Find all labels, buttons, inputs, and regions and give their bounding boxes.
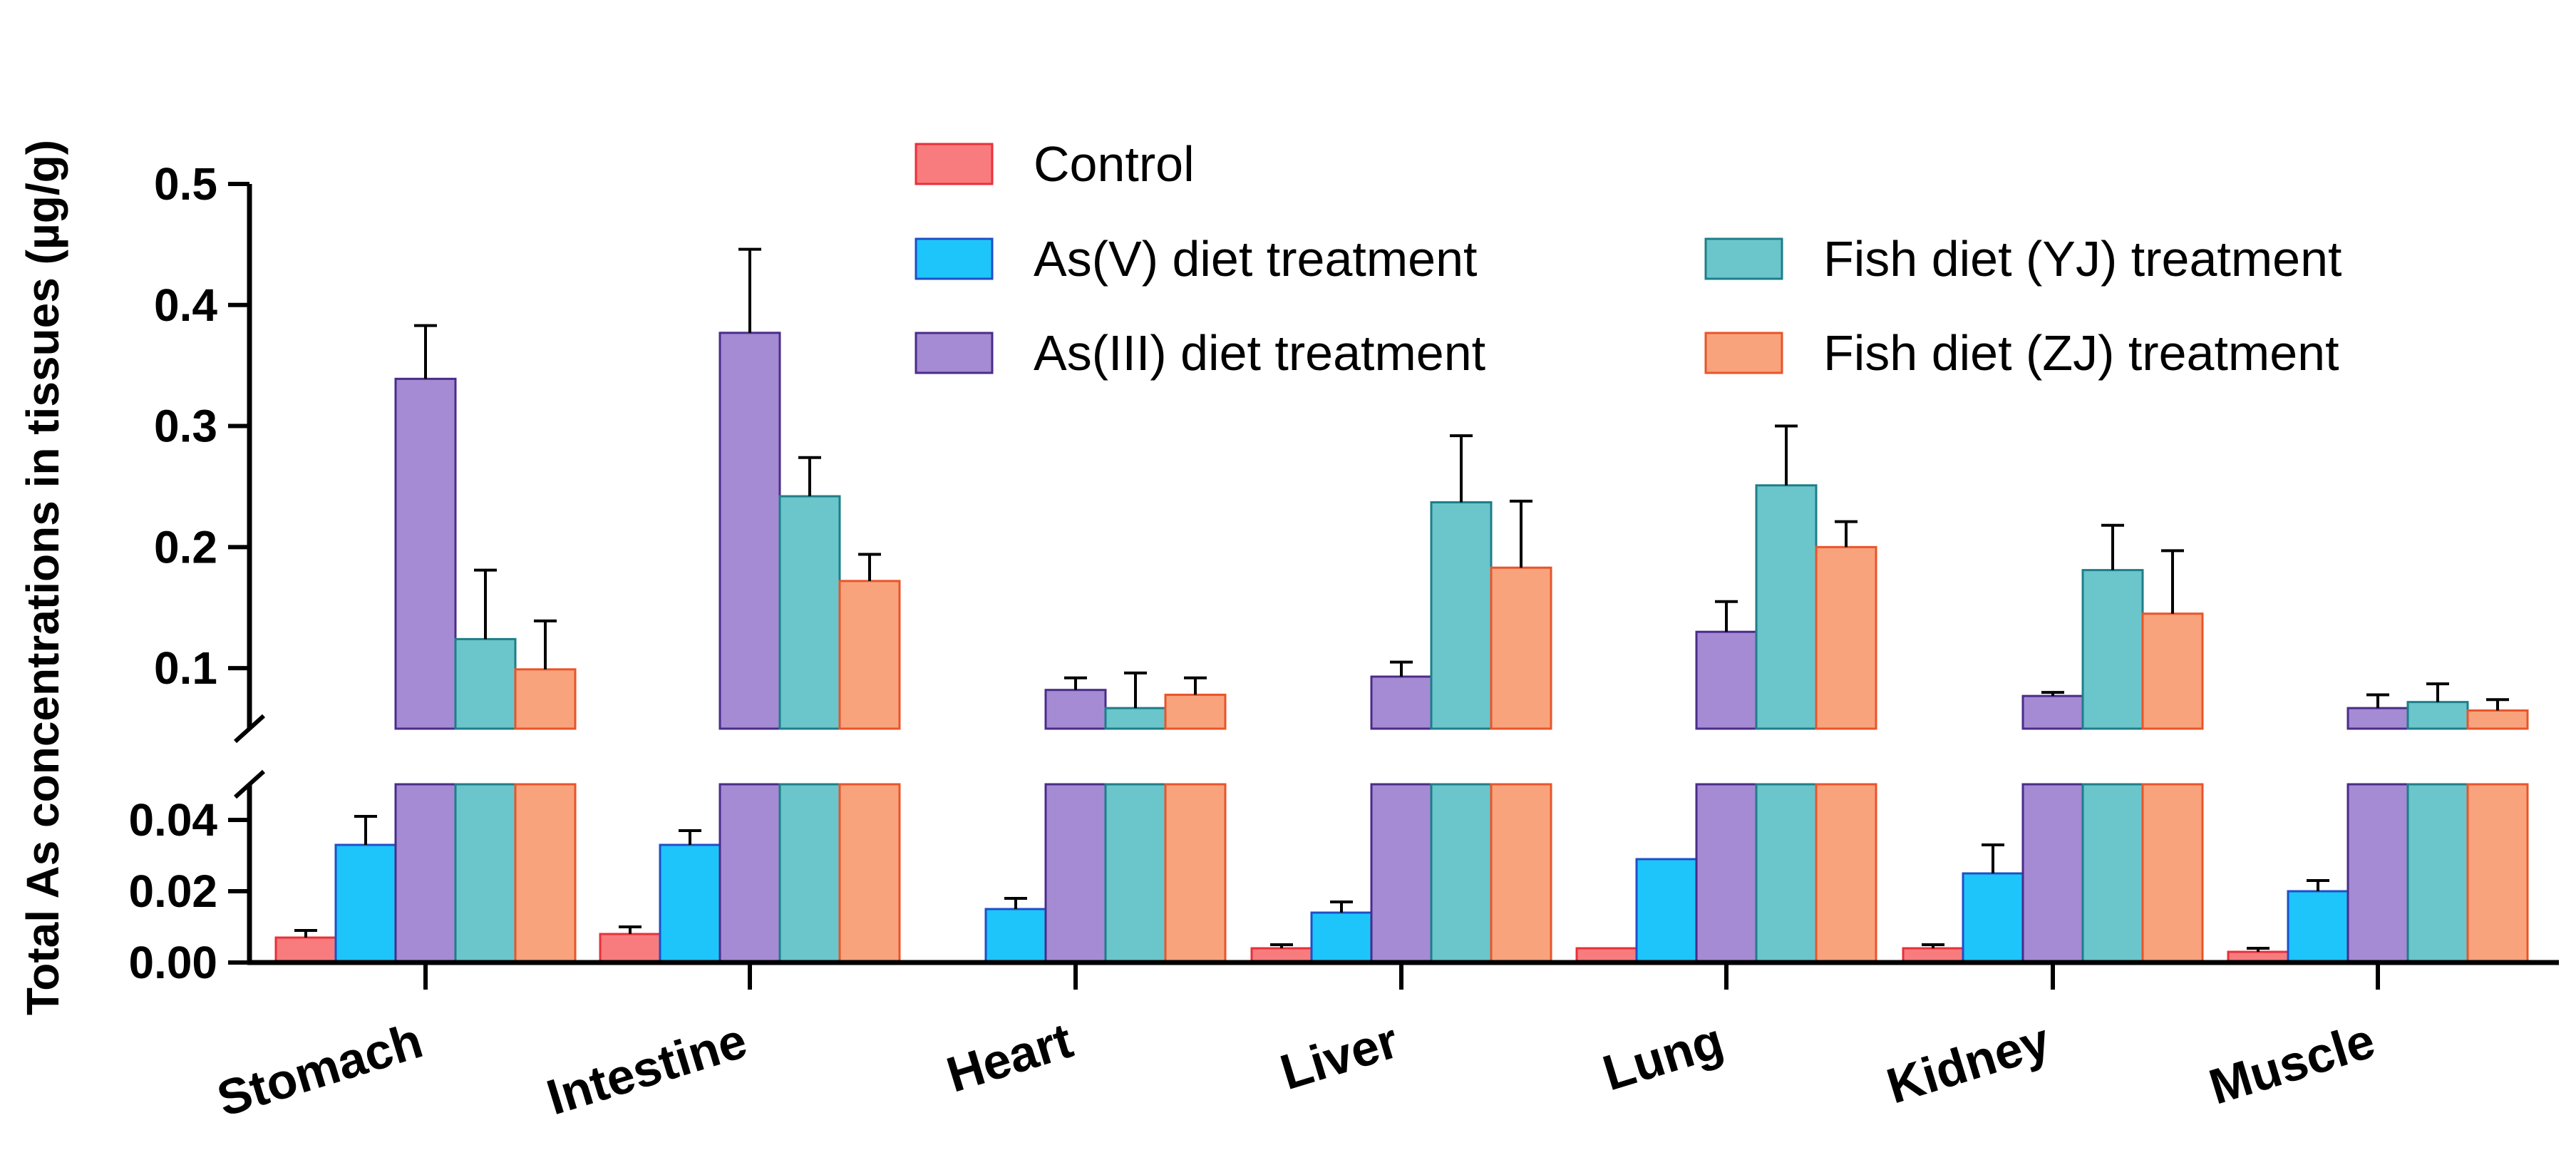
y-tick-label: 0.4: [154, 279, 217, 331]
legend-swatch-3: [1704, 237, 1783, 280]
bar-1-2: [984, 908, 1047, 964]
bar-upper-3-5: [2081, 569, 2144, 730]
legend-label: Control: [1034, 136, 1195, 192]
bar-upper-2-5: [2021, 694, 2084, 730]
bar-upper-4-4: [1815, 545, 1877, 730]
bar-2-4: [1695, 783, 1758, 964]
bar-4-2: [1164, 783, 1227, 964]
bar-upper-4-2: [1164, 693, 1227, 730]
legend-swatch-0: [915, 143, 994, 185]
bar-upper-2-4: [1695, 630, 1758, 730]
bar-upper-3-1: [778, 495, 841, 730]
bar-upper-2-1: [718, 332, 781, 730]
bar-0-1: [599, 933, 661, 964]
bar-3-2: [1104, 783, 1167, 964]
legend: Control As(V) diet treatment As(III) diet …: [915, 136, 2341, 381]
bar-1-1: [659, 843, 721, 964]
bar-4-6: [2466, 783, 2529, 964]
bar-1-0: [334, 843, 397, 964]
bar-upper-3-2: [1104, 707, 1167, 730]
x-tick-label: Stomach: [211, 1012, 429, 1127]
bar-upper-2-3: [1370, 675, 1433, 730]
bar-2-3: [1370, 783, 1433, 964]
bar-2-6: [2346, 783, 2409, 964]
bar-1-3: [1310, 911, 1373, 964]
bar-2-2: [1044, 783, 1107, 964]
legend-swatch-4: [1704, 332, 1783, 374]
x-tick-label: Intestine: [540, 1012, 753, 1126]
bar-4-4: [1815, 783, 1877, 964]
y-tick-label: 0.00: [128, 937, 217, 988]
bar-upper-3-0: [454, 637, 517, 730]
bar-upper-2-0: [394, 377, 457, 730]
bar-upper-4-1: [838, 580, 901, 730]
bar-upper-4-0: [514, 668, 577, 730]
bar-upper-3-3: [1430, 501, 1493, 730]
legend-swatch-2: [915, 332, 994, 374]
bar-1-6: [2287, 890, 2349, 964]
x-tick-label: Heart: [940, 1012, 1078, 1103]
bar-2-5: [2021, 783, 2084, 964]
y-tick-label: 0.02: [128, 866, 217, 917]
label-layer: 0.00 0.02 0.04 0.1 0.2 0.3 0.4 0.5 Stomach Intest…: [17, 140, 2381, 1127]
bar-3-5: [2081, 783, 2144, 964]
bar-upper-4-5: [2141, 612, 2204, 730]
y-tick-label: 0.1: [154, 642, 217, 694]
legend-swatch-1: [915, 237, 994, 280]
bar-4-5: [2141, 783, 2204, 964]
legend-label: Fish diet (YJ) treatment: [1823, 231, 2341, 287]
bar-3-1: [778, 783, 841, 964]
bar-upper-3-4: [1755, 484, 1818, 730]
bar-upper-2-2: [1044, 689, 1107, 730]
y-tick-label: 0.5: [154, 158, 217, 210]
bar-0-0: [274, 936, 337, 964]
bar-3-0: [454, 783, 517, 964]
bar-1-4: [1635, 858, 1698, 964]
bar-upper-4-3: [1490, 566, 1552, 730]
y-axis-title: Total As concentrations in tissues (µg/g…: [17, 140, 68, 1015]
x-tick-label: Liver: [1274, 1012, 1405, 1101]
bar-4-1: [838, 783, 901, 964]
bar-2-1: [718, 783, 781, 964]
x-tick-label: Lung: [1597, 1012, 1729, 1102]
bar-4-0: [514, 783, 577, 964]
bar-upper-3-6: [2406, 701, 2469, 730]
bar-4-3: [1490, 783, 1552, 964]
y-axis-break-bottom: [233, 769, 266, 799]
bar-upper-4-6: [2466, 709, 2529, 730]
bar-upper-2-6: [2346, 707, 2409, 730]
bar-3-4: [1755, 783, 1818, 964]
bar-1-5: [1962, 872, 2024, 964]
y-tick-label: 0.3: [154, 401, 217, 452]
bar-3-3: [1430, 783, 1493, 964]
legend-label: Fish diet (ZJ) treatment: [1823, 325, 2339, 381]
x-tick-label: Kidney: [1880, 1012, 2056, 1114]
axis-layer: [228, 182, 2559, 990]
y-tick-label: 0.04: [128, 794, 217, 846]
bar-3-6: [2406, 783, 2469, 964]
legend-label: As(V) diet treatment: [1034, 231, 1477, 287]
bar-2-0: [394, 783, 457, 964]
x-tick-label: Muscle: [2203, 1012, 2381, 1115]
legend-label: As(III) diet treatment: [1034, 325, 1485, 381]
y-axis-break-top: [233, 714, 266, 744]
y-tick-label: 0.2: [154, 521, 217, 573]
